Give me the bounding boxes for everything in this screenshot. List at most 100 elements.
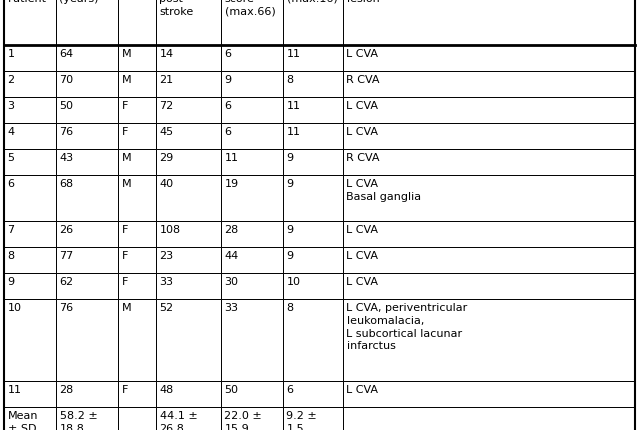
- Text: 9: 9: [286, 153, 294, 163]
- Bar: [118, 175, 156, 221]
- Bar: [4, 0, 56, 45]
- Text: Location and type of
lesion: Location and type of lesion: [346, 0, 461, 4]
- Bar: [221, 149, 283, 175]
- Bar: [221, 45, 283, 71]
- Text: F: F: [121, 277, 128, 287]
- Bar: [156, 221, 221, 247]
- Bar: [156, 407, 221, 430]
- Bar: [283, 149, 343, 175]
- Bar: [343, 0, 635, 45]
- Bar: [156, 71, 221, 97]
- Text: 9: 9: [286, 179, 294, 189]
- Text: 50: 50: [59, 101, 73, 111]
- Text: 8: 8: [8, 251, 15, 261]
- Text: L CVA: L CVA: [346, 277, 378, 287]
- Text: 28: 28: [59, 385, 73, 395]
- Text: FM
score
(max.66): FM score (max.66): [224, 0, 275, 17]
- Bar: [283, 45, 343, 71]
- Bar: [156, 273, 221, 299]
- Bar: [118, 0, 156, 45]
- Text: L CVA: L CVA: [346, 127, 378, 137]
- Text: 64: 64: [59, 49, 73, 59]
- Text: 44: 44: [224, 251, 239, 261]
- Bar: [343, 45, 635, 71]
- Text: 6: 6: [8, 179, 15, 189]
- Text: 6: 6: [286, 385, 293, 395]
- Text: 4: 4: [8, 127, 15, 137]
- Text: 33: 33: [224, 303, 238, 313]
- Text: 108: 108: [160, 225, 181, 235]
- Text: 77: 77: [59, 251, 73, 261]
- Text: 28: 28: [224, 225, 239, 235]
- Bar: [283, 123, 343, 149]
- Bar: [343, 175, 635, 221]
- Text: Age
(years): Age (years): [59, 0, 99, 4]
- Text: 70: 70: [59, 75, 73, 85]
- Text: 9: 9: [8, 277, 15, 287]
- Bar: [118, 407, 156, 430]
- Text: 2: 2: [8, 75, 15, 85]
- Text: Months
post-
stroke: Months post- stroke: [160, 0, 200, 17]
- Text: 26: 26: [59, 225, 73, 235]
- Bar: [56, 0, 118, 45]
- Text: 14: 14: [160, 49, 174, 59]
- Text: F: F: [121, 385, 128, 395]
- Text: L CVA: L CVA: [346, 225, 378, 235]
- Bar: [56, 247, 118, 273]
- Bar: [283, 71, 343, 97]
- Bar: [283, 247, 343, 273]
- Bar: [4, 97, 56, 123]
- Bar: [221, 273, 283, 299]
- Text: 33: 33: [160, 277, 174, 287]
- Bar: [343, 247, 635, 273]
- Text: 11: 11: [286, 101, 300, 111]
- Bar: [221, 407, 283, 430]
- Text: 11: 11: [286, 49, 300, 59]
- Bar: [156, 0, 221, 45]
- Bar: [221, 247, 283, 273]
- Text: 48: 48: [160, 385, 174, 395]
- Text: R CVA: R CVA: [346, 153, 380, 163]
- Text: L CVA: L CVA: [346, 251, 378, 261]
- Bar: [118, 123, 156, 149]
- Bar: [283, 221, 343, 247]
- Bar: [283, 381, 343, 407]
- Text: 23: 23: [160, 251, 174, 261]
- Text: 9: 9: [286, 251, 294, 261]
- Bar: [156, 97, 221, 123]
- Bar: [118, 273, 156, 299]
- Text: 8: 8: [286, 303, 294, 313]
- Bar: [56, 71, 118, 97]
- Text: 76: 76: [59, 127, 73, 137]
- Text: 6: 6: [224, 49, 231, 59]
- Bar: [4, 71, 56, 97]
- Text: M: M: [121, 49, 131, 59]
- Text: CSI
(max.16): CSI (max.16): [286, 0, 337, 4]
- Bar: [221, 221, 283, 247]
- Bar: [156, 149, 221, 175]
- Bar: [156, 175, 221, 221]
- Bar: [118, 299, 156, 381]
- Bar: [56, 123, 118, 149]
- Text: 6: 6: [224, 101, 231, 111]
- Text: 9.2 ±
1.5: 9.2 ± 1.5: [286, 411, 317, 430]
- Bar: [343, 407, 635, 430]
- Bar: [221, 381, 283, 407]
- Bar: [4, 407, 56, 430]
- Text: F: F: [121, 225, 128, 235]
- Bar: [4, 273, 56, 299]
- Bar: [118, 149, 156, 175]
- Bar: [4, 149, 56, 175]
- Text: 8: 8: [286, 75, 294, 85]
- Text: 50: 50: [224, 385, 238, 395]
- Text: L CVA
Basal ganglia: L CVA Basal ganglia: [346, 179, 422, 202]
- Bar: [4, 247, 56, 273]
- Bar: [56, 175, 118, 221]
- Bar: [56, 97, 118, 123]
- Bar: [156, 299, 221, 381]
- Bar: [156, 381, 221, 407]
- Bar: [118, 97, 156, 123]
- Bar: [343, 123, 635, 149]
- Text: 29: 29: [160, 153, 174, 163]
- Text: 10: 10: [8, 303, 22, 313]
